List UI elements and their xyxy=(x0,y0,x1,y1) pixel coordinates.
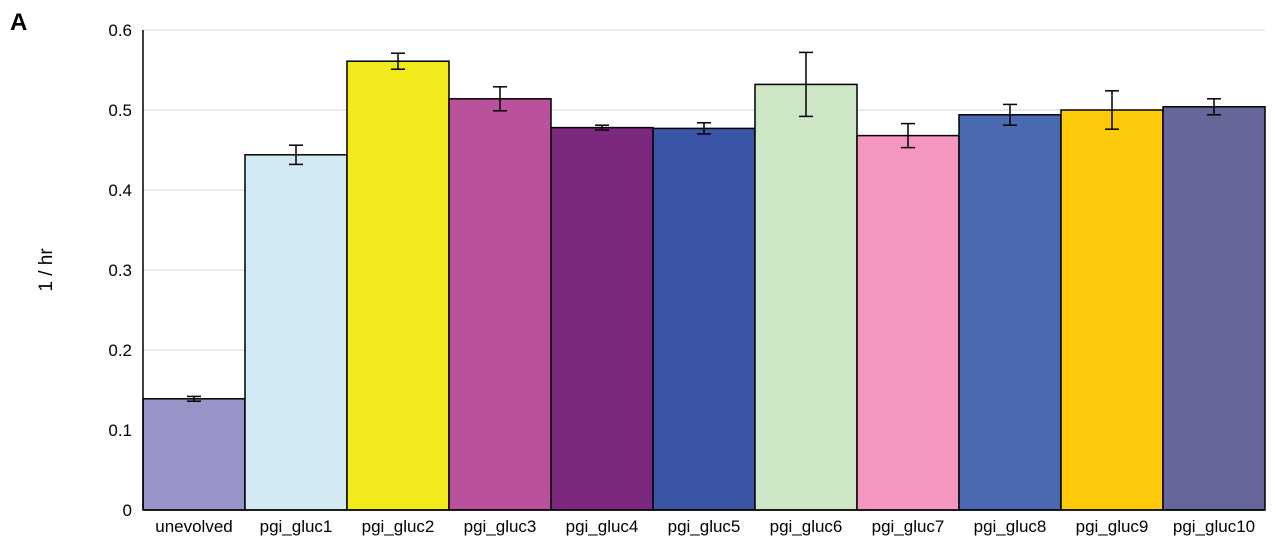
y-tick-label: 0.4 xyxy=(108,181,132,200)
bar xyxy=(1162,106,1266,511)
y-axis-title: 1 / hr xyxy=(36,248,57,292)
x-tick-label: pgi_gluc4 xyxy=(566,517,639,536)
bar xyxy=(244,154,348,511)
x-tick-label: pgi_gluc9 xyxy=(1076,517,1149,536)
x-tick-label: pgi_gluc6 xyxy=(770,517,843,536)
bar xyxy=(958,114,1062,511)
panel-label: A xyxy=(10,9,27,36)
x-tick-label: pgi_gluc5 xyxy=(668,517,741,536)
error-bar xyxy=(595,124,609,131)
error-bar xyxy=(1207,98,1221,116)
error-bar xyxy=(1105,90,1119,130)
bar xyxy=(1060,109,1164,511)
error-bar xyxy=(901,122,915,149)
bar xyxy=(754,83,858,511)
y-tick-label: 0 xyxy=(123,501,132,520)
bar xyxy=(142,398,246,511)
y-tick-label: 0.3 xyxy=(108,261,132,280)
error-bar xyxy=(187,395,201,402)
x-tick-label: pgi_gluc1 xyxy=(260,517,333,536)
x-tick-label: pgi_gluc7 xyxy=(872,517,945,536)
bar xyxy=(856,134,960,511)
y-tick-label: 0.6 xyxy=(108,21,132,40)
x-tick-labels: unevolved pgi_gluc1 pgi_gluc2 pgi_gluc3 pgi_… xyxy=(155,517,1255,536)
error-bar xyxy=(289,144,303,166)
bar xyxy=(448,98,552,511)
error-bar xyxy=(391,52,405,70)
error-bar xyxy=(493,86,507,112)
y-tick-label: 0.1 xyxy=(108,421,132,440)
y-tick-label: 0.2 xyxy=(108,341,132,360)
x-tick-label: pgi_gluc8 xyxy=(974,517,1047,536)
x-tick-label: pgi_gluc3 xyxy=(464,517,537,536)
x-tick-label: unevolved xyxy=(155,517,233,536)
y-tick-label: 0.5 xyxy=(108,101,132,120)
bar xyxy=(346,60,450,511)
x-tick-label: pgi_gluc2 xyxy=(362,517,435,536)
error-bar xyxy=(697,122,711,135)
bar xyxy=(652,127,756,511)
x-tick-label: pgi_gluc10 xyxy=(1173,517,1255,536)
error-bar xyxy=(1003,103,1017,126)
y-tick-labels: 0 0.1 0.2 0.3 0.4 0.5 0.6 xyxy=(108,21,132,520)
error-bars xyxy=(187,51,1221,402)
bar xyxy=(550,126,654,511)
error-bar xyxy=(799,51,813,118)
bars xyxy=(142,60,1266,511)
